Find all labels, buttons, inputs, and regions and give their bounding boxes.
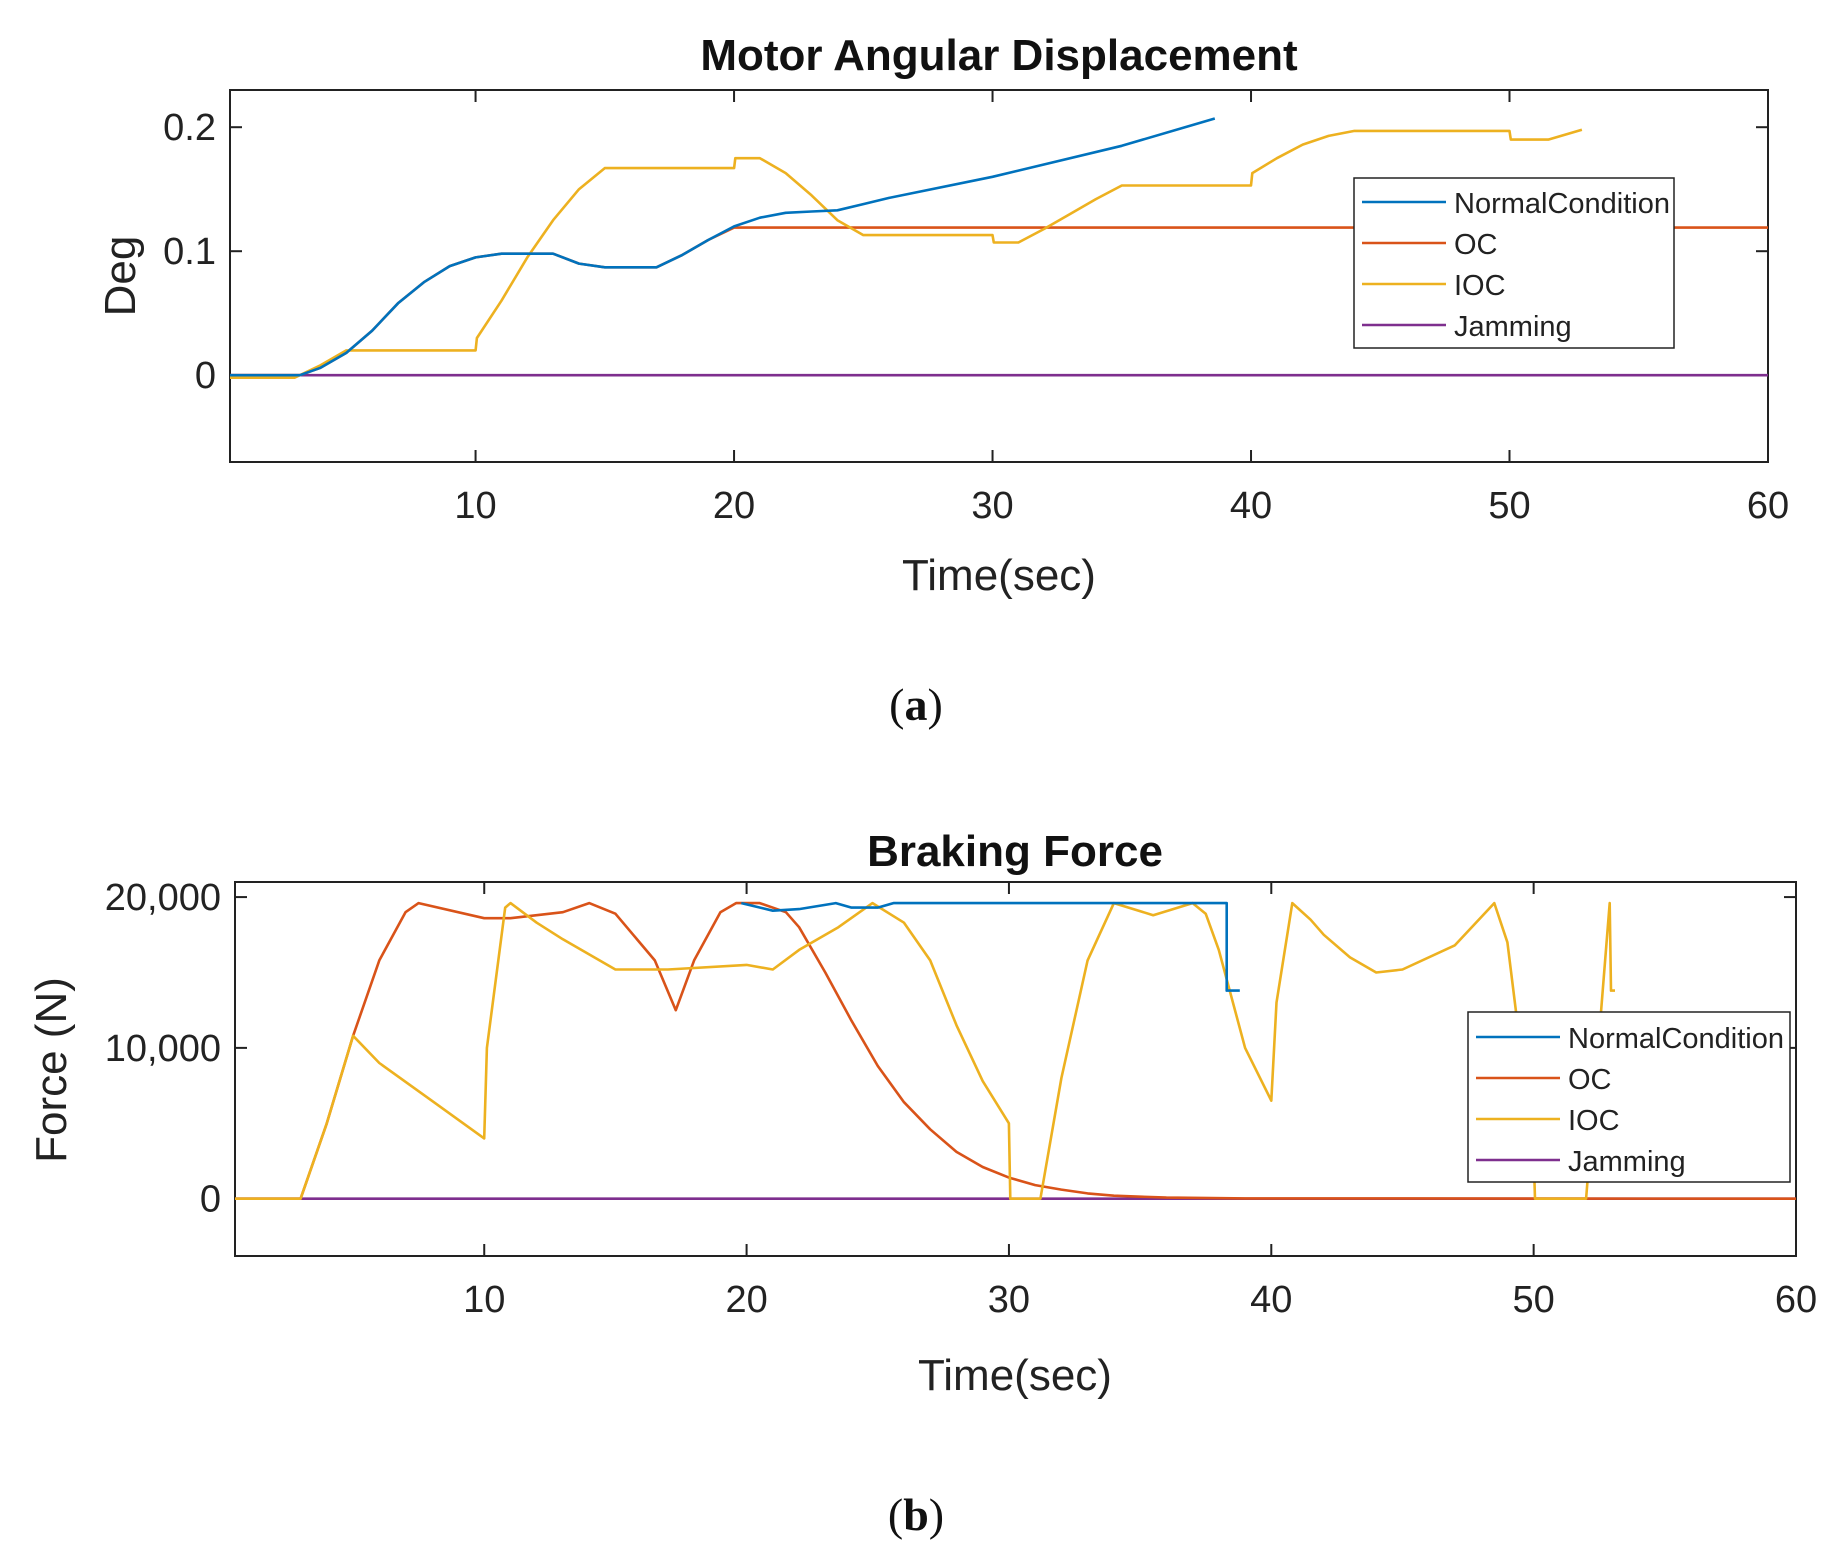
chart-a-legend-box bbox=[1353, 177, 1675, 349]
chart-a-series-normal bbox=[230, 117, 1216, 377]
chart-a-xtick-label: 60 bbox=[1747, 485, 1789, 527]
chart-a-legend: NormalCondition OC IOC Jamming bbox=[1353, 177, 1675, 349]
chart-a-series-ioc bbox=[230, 128, 1583, 379]
chart-b-xtick-label: 10 bbox=[463, 1279, 505, 1321]
chart-a-xtick-label: 10 bbox=[454, 485, 496, 527]
chart-b-xtick-label: 30 bbox=[988, 1279, 1030, 1321]
chart-a: Motor Angular Displacement Time(sec) Deg… bbox=[96, 31, 1789, 730]
chart-a-x-label: Time(sec) bbox=[902, 551, 1096, 600]
legend-b-label-normal: NormalCondition bbox=[1568, 1023, 1784, 1055]
chart-b-xtick-label: 40 bbox=[1250, 1279, 1292, 1321]
legend-a-label-jamming: Jamming bbox=[1454, 311, 1572, 343]
chart-b-series-oc bbox=[235, 901, 1797, 1200]
chart-a-xtick-label: 50 bbox=[1488, 485, 1530, 527]
chart-a-ytick-label: 0.2 bbox=[163, 107, 216, 149]
chart-b-series-normal bbox=[740, 901, 1240, 992]
chart-b-xtick-label: 50 bbox=[1513, 1279, 1555, 1321]
chart-b-series bbox=[235, 901, 1797, 1200]
chart-b-caption-letter: b bbox=[903, 1489, 929, 1540]
chart-a-ytick-label: 0.1 bbox=[163, 231, 216, 273]
chart-b-caption: (b) bbox=[888, 1489, 944, 1540]
legend-b-label-ioc: IOC bbox=[1568, 1105, 1620, 1137]
chart-b-x-label: Time(sec) bbox=[918, 1351, 1112, 1400]
chart-a-caption-letter: a bbox=[905, 679, 928, 730]
chart-b-legend: NormalCondition OC IOC Jamming bbox=[1467, 1011, 1791, 1183]
chart-b-ytick-label: 20,000 bbox=[105, 877, 221, 919]
chart-a-xtick-label: 20 bbox=[713, 485, 755, 527]
legend-a-label-normal: NormalCondition bbox=[1454, 188, 1670, 220]
legend-b-label-jamming: Jamming bbox=[1568, 1146, 1686, 1178]
legend-a-label-oc: OC bbox=[1454, 229, 1498, 261]
chart-a-ticks: 10 20 30 40 50 60 0 0.1 0.2 bbox=[163, 90, 1789, 527]
chart-a-caption: (a) bbox=[889, 679, 943, 730]
chart-a-title: Motor Angular Displacement bbox=[700, 31, 1298, 80]
chart-b-ytick-label: 10,000 bbox=[105, 1028, 221, 1070]
chart-b-xtick-label: 20 bbox=[725, 1279, 767, 1321]
legend-a-label-ioc: IOC bbox=[1454, 270, 1506, 302]
chart-a-xtick-label: 40 bbox=[1230, 485, 1272, 527]
chart-b-series-ioc bbox=[235, 901, 1615, 1200]
chart-b-legend-box bbox=[1467, 1011, 1791, 1183]
chart-b-y-label: Force (N) bbox=[27, 977, 76, 1163]
chart-a-series bbox=[230, 117, 1768, 379]
chart-a-y-label: Deg bbox=[96, 236, 145, 317]
chart-b-ticks: 10 20 30 40 50 60 0 10,000 20,000 bbox=[105, 877, 1817, 1321]
chart-a-xtick-label: 30 bbox=[971, 485, 1013, 527]
chart-b-xtick-label: 60 bbox=[1775, 1279, 1817, 1321]
legend-b-label-oc: OC bbox=[1568, 1064, 1612, 1096]
chart-b-ytick-label: 0 bbox=[200, 1179, 221, 1221]
chart-b: Braking Force Time(sec) Force (N) 10 20 30… bbox=[27, 827, 1817, 1540]
chart-a-ytick-label: 0 bbox=[195, 355, 216, 397]
chart-b-title: Braking Force bbox=[867, 827, 1163, 876]
